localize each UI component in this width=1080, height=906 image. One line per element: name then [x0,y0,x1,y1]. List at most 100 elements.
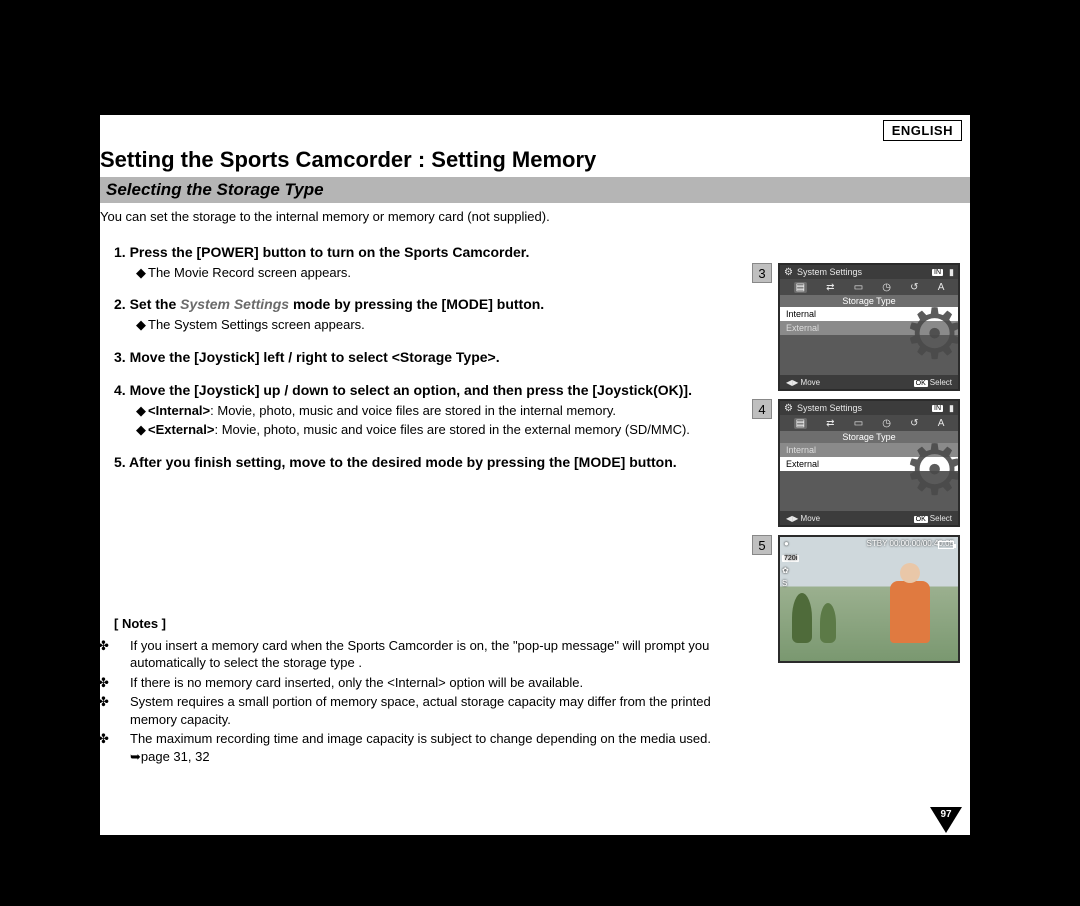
clover-bullet-icon: ✤ [114,693,130,711]
clock-icon: ◷ [882,282,891,293]
step-4-sub2: ◆<External>: Movie, photo, music and voi… [136,421,744,439]
step-2-sub: ◆The System Settings screen appears. [136,316,744,334]
lcd-move-hint: ◀▶ Move [786,514,820,523]
lcd-bottombar: ◀▶ Move OKSelect [780,511,958,525]
note-2-text: If there is no memory card inserted, onl… [130,675,583,690]
notes-block: [ Notes ] ✤If you insert a memory card w… [114,615,754,767]
lcd-screen-4: ⚙ System Settings IN ▮ ▤ ⇄ ▭ ◷ ↺ A Stora… [778,399,960,527]
step-2: 2. Set the System Settings mode by press… [114,295,744,333]
step-5: 5. After you finish setting, move to the… [114,453,744,472]
step-3: 3. Move the [Joystick] left / right to s… [114,348,744,367]
step-4-sub2-key: <External> [148,422,215,437]
step-4-sub2-text: : Movie, photo, music and voice files ar… [215,422,690,437]
note-2: ✤If there is no memory card inserted, on… [130,674,754,692]
display-icon: ▭ [854,282,863,293]
clock-icon: ◷ [882,418,891,429]
note-4: ✤The maximum recording time and image ca… [130,730,754,765]
diamond-bullet-icon: ◆ [136,264,148,282]
battery-icon: ▮ [949,267,954,278]
notes-title: [ Notes ] [114,615,754,633]
note-4-text: The maximum recording time and image cap… [130,731,711,764]
lcd-side-icons: 720i ✿ S [782,555,801,588]
movie-icon: ✿ [782,566,801,575]
lcd-overlay-top: ● STBY 00:00:00/00:40:05 [784,539,954,548]
resolution-badge: 720i [782,555,799,562]
lcd-topbar: ⚙ System Settings IN ▮ [780,265,958,279]
lcd-select-hint: OKSelect [914,378,952,387]
lcd-screenshots: 3 ⚙ System Settings IN ▮ ▤ ⇄ ▭ ◷ ↺ A Sto… [752,263,962,671]
in-badge: IN [932,269,943,276]
clover-bullet-icon: ✤ [114,730,130,748]
in-badge: IN [932,405,943,412]
clover-bullet-icon: ✤ [114,674,130,692]
lcd-shot-4: 4 ⚙ System Settings IN ▮ ▤ ⇄ ▭ ◷ ↺ A Sto… [752,399,962,527]
lang-icon: A [938,282,945,293]
storage-icon: ▤ [794,418,807,429]
step-3-head: 3. Move the [Joystick] left / right to s… [114,348,744,367]
step-1-head: 1. Press the [POWER] button to turn on t… [114,243,744,262]
page-number-badge: 97 [930,807,962,833]
step-2-sub-text: The System Settings screen appears. [148,317,365,332]
lcd-select-hint: OKSelect [914,514,952,523]
diamond-bullet-icon: ◆ [136,421,148,439]
step-4-sub1: ◆<Internal>: Movie, photo, music and voi… [136,402,744,420]
intro-text: You can set the storage to the internal … [100,209,550,224]
sepia-icon: S [782,579,801,588]
battery-icon [938,541,954,549]
triangle-icon: 97 [930,807,962,833]
lcd-title: System Settings [797,403,928,413]
step-4: 4. Move the [Joystick] up / down to sele… [114,381,744,439]
clover-bullet-icon: ✤ [114,637,130,655]
shot-number-badge: 3 [752,263,772,283]
reset-icon: ↺ [910,418,918,429]
note-1-text: If you insert a memory card when the Spo… [130,638,709,671]
gear-decoration-icon: ⚙ [903,435,960,505]
step-1-sub-text: The Movie Record screen appears. [148,265,351,280]
step-2-post: mode by pressing the [MODE] button. [289,296,544,312]
language-tag: ENGLISH [883,120,962,141]
tree-shape [820,603,836,643]
lcd-topbar: ⚙ System Settings IN ▮ [780,401,958,415]
step-2-pre: 2. Set the [114,296,180,312]
step-1-sub: ◆The Movie Record screen appears. [136,264,744,282]
lcd-screen-5: ● STBY 00:00:00/00:40:05 720i ✿ S [778,535,960,663]
step-4-sub1-text: : Movie, photo, music and voice files ar… [210,403,616,418]
manual-page: ENGLISH Setting the Sports Camcorder : S… [100,115,970,835]
shot-number-badge: 4 [752,399,772,419]
lcd-screen-3: ⚙ System Settings IN ▮ ▤ ⇄ ▭ ◷ ↺ A Stora… [778,263,960,391]
storage-icon: ▤ [794,282,807,293]
step-2-em: System Settings [180,296,289,312]
step-2-head: 2. Set the System Settings mode by press… [114,295,744,314]
usb-icon: ⇄ [826,418,834,429]
shot-number-badge: 5 [752,535,772,555]
diamond-bullet-icon: ◆ [136,316,148,334]
steps-list: 1. Press the [POWER] button to turn on t… [114,243,744,486]
lcd-move-hint: ◀▶ Move [786,378,820,387]
reset-icon: ↺ [910,282,918,293]
lcd-shot-5: 5 ● STBY 00:00:00/00:40:05 720i ✿ S [752,535,962,663]
tree-shape [792,593,812,643]
step-4-head: 4. Move the [Joystick] up / down to sele… [114,381,744,400]
diamond-bullet-icon: ◆ [136,402,148,420]
display-icon: ▭ [854,418,863,429]
step-1: 1. Press the [POWER] button to turn on t… [114,243,744,281]
usb-icon: ⇄ [826,282,834,293]
step-4-sub1-key: <Internal> [148,403,210,418]
battery-icon: ▮ [949,403,954,414]
child-figure [890,581,930,643]
section-band: Selecting the Storage Type [100,177,970,203]
lcd-bottombar: ◀▶ Move OKSelect [780,375,958,389]
lcd-title: System Settings [797,267,928,277]
note-3: ✤System requires a small portion of memo… [130,693,754,728]
lang-icon: A [938,418,945,429]
page-number: 97 [930,809,962,820]
step-5-head: 5. After you finish setting, move to the… [114,453,744,472]
page-title: Setting the Sports Camcorder : Setting M… [100,147,596,173]
note-3-text: System requires a small portion of memor… [130,694,711,727]
lcd-iconstrip: ▤ ⇄ ▭ ◷ ↺ A [780,279,958,295]
gear-icon: ⚙ [784,267,793,278]
lcd-shot-3: 3 ⚙ System Settings IN ▮ ▤ ⇄ ▭ ◷ ↺ A Sto… [752,263,962,391]
note-1: ✤If you insert a memory card when the Sp… [130,637,754,672]
record-icon: ● [784,539,789,548]
gear-decoration-icon: ⚙ [903,299,960,369]
